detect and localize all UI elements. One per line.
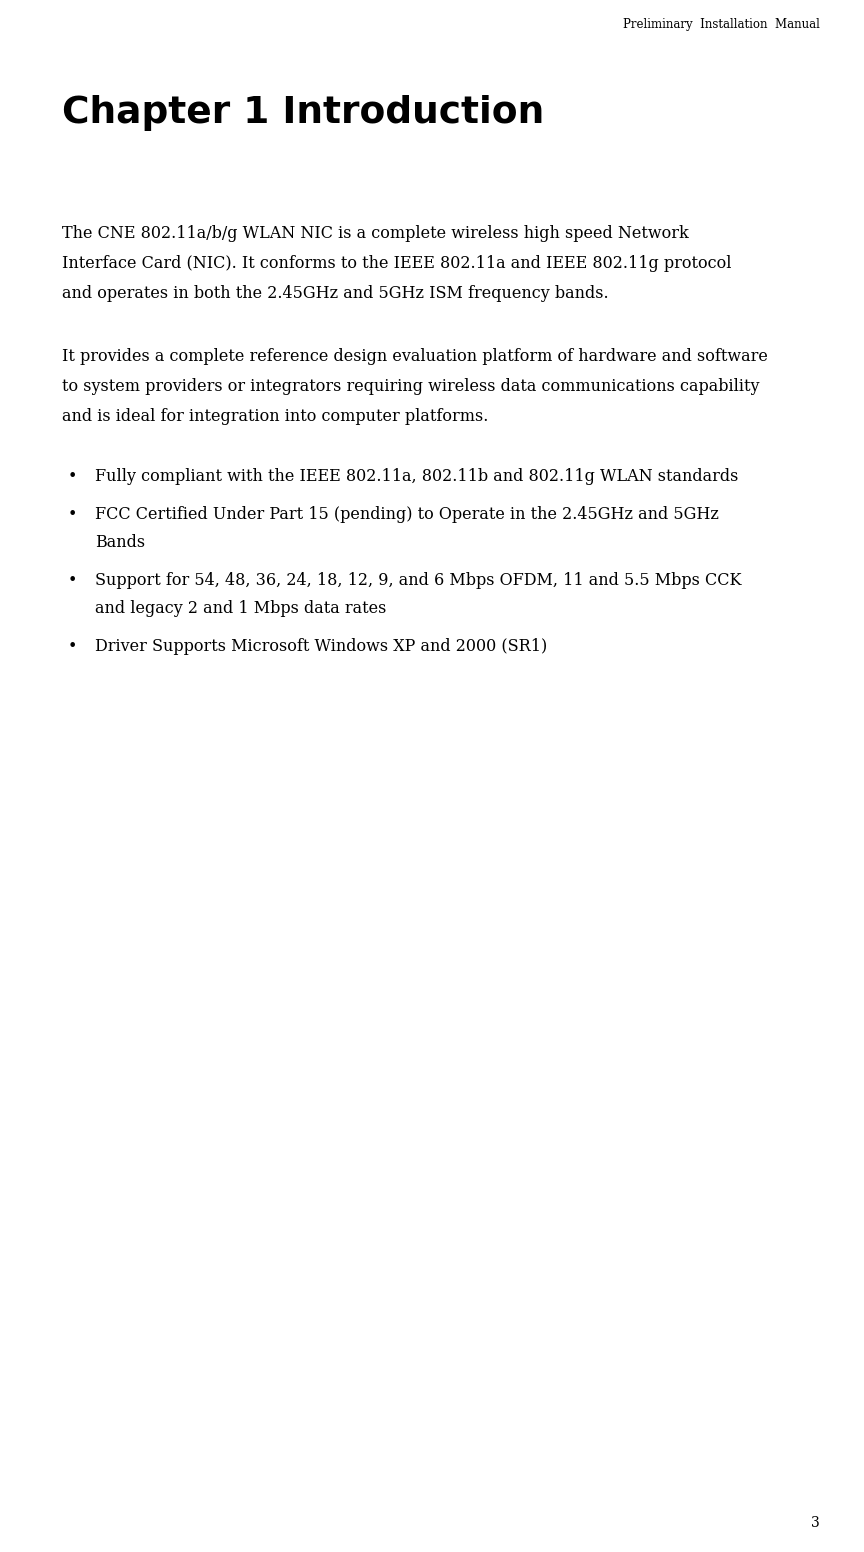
Text: The CNE 802.11a/b/g WLAN NIC is a complete wireless high speed Network: The CNE 802.11a/b/g WLAN NIC is a comple… [62,225,689,242]
Text: Support for 54, 48, 36, 24, 18, 12, 9, and 6 Mbps OFDM, 11 and 5.5 Mbps CCK: Support for 54, 48, 36, 24, 18, 12, 9, a… [95,573,741,590]
Text: •: • [67,506,77,523]
Text: and operates in both the 2.45GHz and 5GHz ISM frequency bands.: and operates in both the 2.45GHz and 5GH… [62,286,608,303]
Text: •: • [67,469,77,484]
Text: and is ideal for integration into computer platforms.: and is ideal for integration into comput… [62,408,488,425]
Text: •: • [67,638,77,655]
Text: Driver Supports Microsoft Windows XP and 2000 (SR1): Driver Supports Microsoft Windows XP and… [95,638,547,655]
Text: 3: 3 [811,1516,820,1530]
Text: to system providers or integrators requiring wireless data communications capabi: to system providers or integrators requi… [62,379,759,396]
Text: and legacy 2 and 1 Mbps data rates: and legacy 2 and 1 Mbps data rates [95,601,386,618]
Text: Fully compliant with the IEEE 802.11a, 802.11b and 802.11g WLAN standards: Fully compliant with the IEEE 802.11a, 8… [95,469,739,484]
Text: FCC Certified Under Part 15 (pending) to Operate in the 2.45GHz and 5GHz: FCC Certified Under Part 15 (pending) to… [95,506,719,523]
Text: Preliminary  Installation  Manual: Preliminary Installation Manual [623,19,820,31]
Text: It provides a complete reference design evaluation platform of hardware and soft: It provides a complete reference design … [62,348,768,365]
Text: •: • [67,573,77,590]
Text: Interface Card (NIC). It conforms to the IEEE 802.11a and IEEE 802.11g protocol: Interface Card (NIC). It conforms to the… [62,255,732,272]
Text: Bands: Bands [95,534,145,551]
Text: Chapter 1 Introduction: Chapter 1 Introduction [62,95,544,130]
